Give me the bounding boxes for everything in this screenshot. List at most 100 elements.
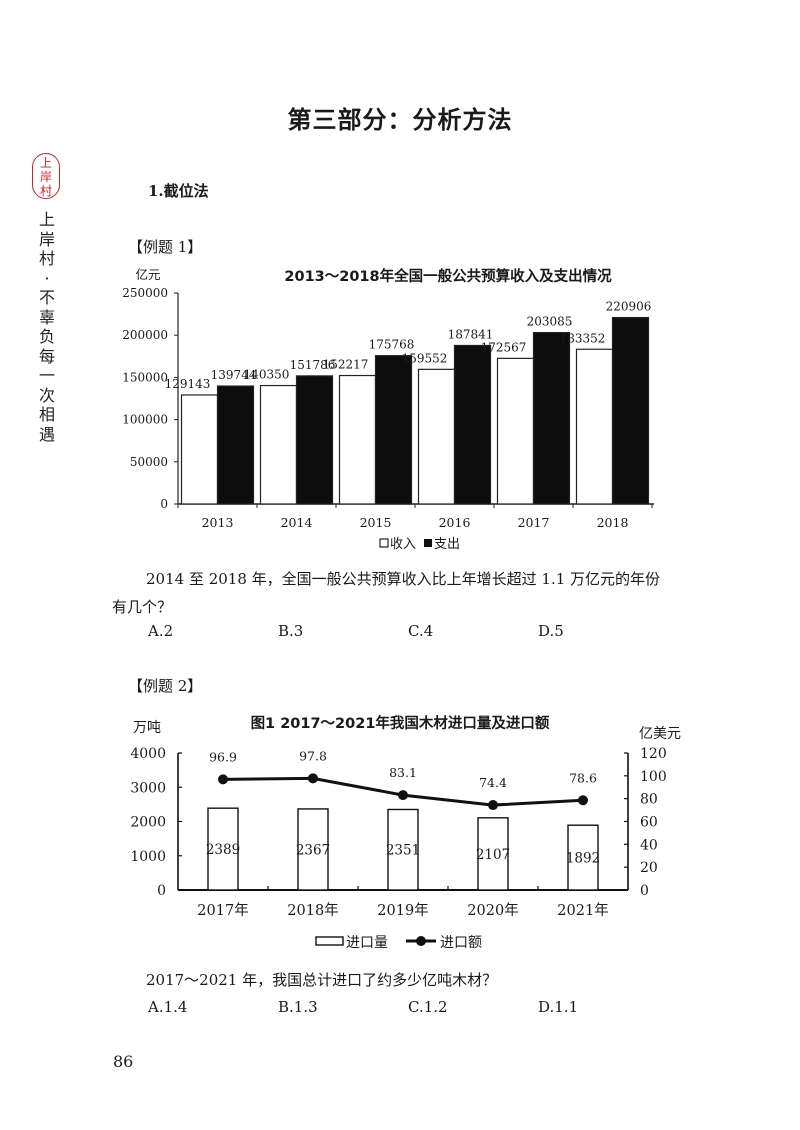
slogan-char: 不 — [38, 288, 55, 307]
example-2-label: 【例题 2】 — [128, 677, 203, 695]
svg-text:2015: 2015 — [360, 515, 392, 530]
svg-text:2014: 2014 — [281, 515, 313, 530]
chart-legend: 进口量 进口额 — [315, 935, 482, 951]
chart-axes: 0 50000 100000 150000 200000 250000 2013 2014 20… — [122, 286, 654, 530]
svg-text:0: 0 — [157, 883, 166, 899]
svg-text:2017年: 2017年 — [197, 902, 248, 919]
svg-text:97.8: 97.8 — [299, 748, 327, 763]
svg-text:250000: 250000 — [122, 286, 168, 300]
svg-text:2013: 2013 — [202, 515, 234, 530]
slogan-char: 负 — [38, 327, 55, 346]
y-axis-left-label: 万吨 — [133, 720, 161, 736]
seal-char: 上 — [39, 156, 52, 170]
svg-text:4000: 4000 — [130, 746, 166, 762]
svg-text:2021年: 2021年 — [557, 902, 608, 919]
slogan-char: 遇 — [38, 424, 55, 444]
chart-legend: 收入 支出 — [379, 537, 460, 552]
svg-text:2351: 2351 — [386, 843, 420, 859]
seal-char: 岸 — [39, 170, 52, 184]
option-c[interactable]: C.1.2 — [408, 998, 448, 1016]
example-2-question: 2017～2021 年，我国总计进口了约多少亿吨木材？ — [112, 966, 702, 994]
slogan-char: 上 — [38, 210, 55, 229]
chart-title: 2013～2018年全国一般公共预算收入及支出情况 — [284, 267, 612, 285]
slogan-char: · — [44, 268, 50, 288]
chart-bars: 1291431397441403501517861522171757681595… — [165, 300, 652, 505]
svg-text:120: 120 — [640, 746, 667, 762]
example-1-options: A.2 B.3 C.4 D.5 — [148, 622, 668, 640]
svg-text:83.1: 83.1 — [389, 765, 417, 780]
question-text-line2: 有几个？ — [112, 598, 173, 616]
page-number: 86 — [113, 1052, 134, 1071]
svg-text:140350: 140350 — [244, 368, 290, 382]
svg-text:172567: 172567 — [481, 340, 527, 354]
svg-text:60: 60 — [640, 815, 658, 831]
option-b[interactable]: B.3 — [278, 622, 304, 640]
svg-text:80: 80 — [640, 792, 658, 808]
svg-text:2016: 2016 — [439, 515, 471, 530]
svg-text:175768: 175768 — [369, 338, 415, 352]
y-axis-right-label: 亿美元 — [639, 726, 681, 742]
svg-text:203085: 203085 — [527, 315, 573, 329]
svg-text:0: 0 — [640, 883, 649, 899]
svg-text:2000: 2000 — [130, 815, 166, 831]
y-axis-label: 亿元 — [135, 267, 160, 282]
example-2-options: A.1.4 B.1.3 C.1.2 D.1.1 — [148, 998, 668, 1016]
option-b[interactable]: B.1.3 — [278, 998, 318, 1016]
svg-text:183352: 183352 — [560, 331, 606, 345]
svg-text:129143: 129143 — [165, 377, 211, 391]
seal-char: 村 — [39, 184, 52, 198]
svg-text:1000: 1000 — [130, 849, 166, 865]
svg-text:2020年: 2020年 — [467, 902, 518, 919]
svg-text:进口量: 进口量 — [346, 935, 388, 951]
chart-title: 图1 2017～2021年我国木材进口量及进口额 — [251, 714, 550, 732]
vertical-slogan: 上 岸 村 · 不 辜 负 每 一 次 相 遇 — [38, 210, 56, 444]
chart-budget-income-expenditure: 2013～2018年全国一般公共预算收入及支出情况 亿元 0 50000 10000… — [122, 267, 654, 552]
option-d[interactable]: D.5 — [538, 622, 564, 640]
svg-text:100000: 100000 — [122, 413, 168, 427]
svg-text:78.6: 78.6 — [569, 770, 597, 785]
svg-text:74.4: 74.4 — [479, 775, 507, 790]
svg-text:50000: 50000 — [130, 455, 168, 469]
svg-text:2019年: 2019年 — [377, 902, 428, 919]
page-title: 第三部分：分析方法 — [287, 105, 513, 134]
chart-bars: 2389 2367 2351 2107 1892 — [206, 807, 600, 891]
svg-text:0: 0 — [160, 497, 168, 511]
option-a[interactable]: A.1.4 — [148, 998, 188, 1016]
slogan-char: 每 — [38, 346, 55, 366]
svg-text:2018: 2018 — [597, 515, 629, 530]
svg-text:2389: 2389 — [206, 842, 240, 858]
example-1-label: 【例题 1】 — [128, 238, 203, 256]
option-d[interactable]: D.1.1 — [538, 998, 579, 1016]
svg-text:150000: 150000 — [122, 370, 168, 384]
chart-line: 96.9 97.8 83.1 74.4 78.6 — [209, 748, 597, 811]
brand-seal-logo: 上 岸 村 — [32, 153, 60, 199]
example-1-question: 2014 至 2018 年，全国一般公共预算收入比上年增长超过 1.1 万亿元的… — [112, 565, 702, 621]
svg-text:40: 40 — [640, 837, 658, 853]
svg-text:1892: 1892 — [566, 851, 600, 867]
slogan-char: 相 — [38, 405, 55, 424]
slogan-char: 辜 — [38, 307, 55, 327]
chart-timber-imports: 图1 2017～2021年我国木材进口量及进口额 万吨 亿美元 01000200… — [130, 714, 681, 951]
svg-text:收入: 收入 — [390, 537, 416, 552]
svg-text:进口额: 进口额 — [440, 935, 482, 951]
option-c[interactable]: C.4 — [408, 622, 434, 640]
svg-text:20: 20 — [640, 860, 658, 876]
slogan-char: 岸 — [38, 229, 55, 249]
svg-text:151786: 151786 — [290, 358, 336, 372]
section-heading: 1.截位法 — [148, 182, 209, 200]
svg-text:支出: 支出 — [434, 537, 460, 552]
question-text: 2017～2021 年，我国总计进口了约多少亿吨木材？ — [146, 971, 498, 989]
svg-text:159552: 159552 — [402, 351, 448, 365]
svg-text:2107: 2107 — [476, 847, 510, 863]
svg-text:2367: 2367 — [296, 842, 330, 858]
svg-text:187841: 187841 — [448, 327, 494, 341]
svg-text:2018年: 2018年 — [287, 902, 338, 919]
slogan-char: 次 — [38, 385, 55, 405]
svg-text:200000: 200000 — [122, 328, 168, 342]
question-text-line1: 2014 至 2018 年，全国一般公共预算收入比上年增长超过 1.1 万亿元的… — [146, 570, 661, 588]
svg-text:152217: 152217 — [323, 358, 369, 372]
svg-text:2017: 2017 — [518, 515, 550, 530]
svg-text:220906: 220906 — [606, 300, 652, 314]
option-a[interactable]: A.2 — [148, 622, 174, 640]
svg-text:3000: 3000 — [130, 780, 166, 796]
